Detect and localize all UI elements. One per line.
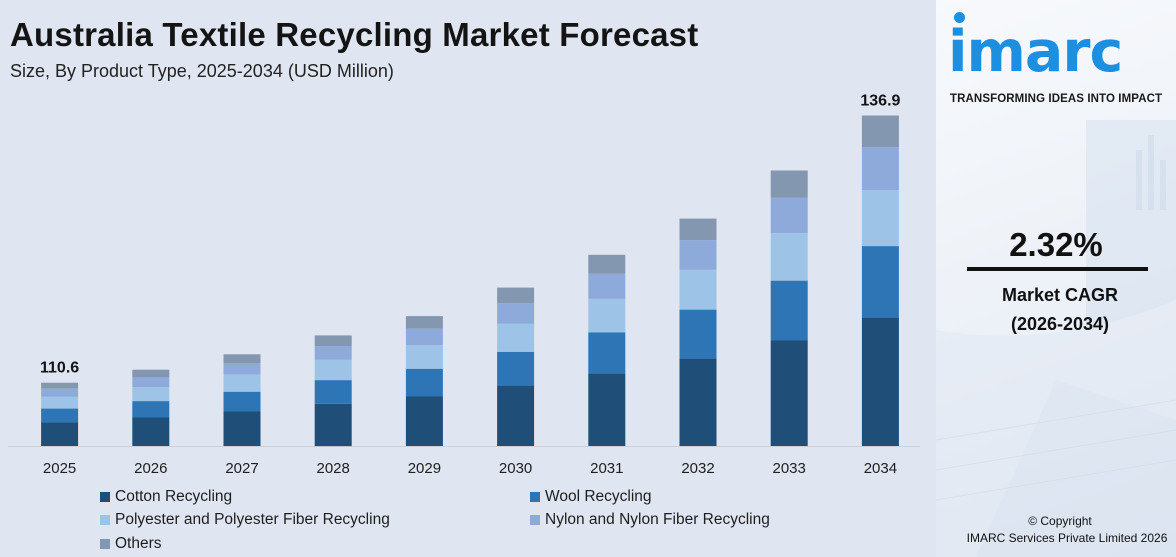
chart-panel: Australia Textile Recycling Market Forec… (0, 0, 936, 557)
bar-2030-series-0 (497, 385, 535, 446)
bar-2030-series-1 (497, 351, 535, 386)
bar-2028-series-3 (314, 346, 352, 360)
bar-2025-series-3 (41, 388, 79, 397)
bar-2029-series-4 (405, 316, 443, 329)
bar-2033-series-2 (770, 233, 808, 281)
x-tick-label: 2029 (408, 460, 441, 477)
bar-2026-series-2 (132, 387, 170, 402)
bar-2027-series-2 (223, 374, 261, 392)
bar-2031-series-3 (588, 273, 626, 299)
bar-2027-series-0 (223, 411, 261, 446)
bar-2031-series-0 (588, 373, 626, 446)
bar-2034-series-0 (861, 317, 899, 446)
bar-2031-series-2 (588, 299, 626, 333)
bar-2026-series-3 (132, 377, 170, 388)
bar-2030-series-2 (497, 323, 535, 352)
bar-2029-series-0 (405, 396, 443, 446)
bar-2029-series-1 (405, 368, 443, 397)
stacked-bar-chart: 2025 110.6 2026 2027 2028 2029 2030 2031 2032 203… (8, 93, 920, 477)
logo-text: imarc (948, 19, 1123, 85)
bar-2031-series-1 (588, 332, 626, 374)
imarc-logo: imarc (946, 10, 1171, 110)
data-label-total: 136.9 (860, 93, 900, 110)
cagr-value: 2.32% (1009, 226, 1103, 263)
bar-2030-series-4 (497, 287, 535, 304)
bar-2025-series-4 (41, 382, 79, 389)
info-panel: imarc TRANSFORMING IDEAS INTO IMPACT 2.3… (936, 0, 1176, 557)
chart-title: Australia Textile Recycling Market Forec… (10, 16, 699, 53)
bar-2033-series-1 (770, 280, 808, 341)
bar-2032-series-4 (679, 218, 717, 241)
bar-2034-series-4 (861, 115, 899, 148)
bar-2032-series-1 (679, 309, 717, 359)
x-tick-label: 2025 (43, 460, 76, 477)
x-tick-label: 2033 (773, 460, 806, 477)
x-tick-label: 2027 (225, 460, 258, 477)
bar-2026-series-0 (132, 417, 170, 446)
bar-2034-series-2 (861, 190, 899, 247)
cagr-divider (967, 267, 1148, 271)
bar-2034-series-1 (861, 246, 899, 318)
bar-2026-series-1 (132, 401, 170, 418)
x-tick-label: 2026 (134, 460, 167, 477)
bar-2027-series-1 (223, 391, 261, 412)
x-tick-label: 2034 (864, 460, 897, 477)
bar-2031-series-4 (588, 254, 626, 274)
bar-2033-series-3 (770, 197, 808, 233)
bar-2025-series-0 (41, 422, 79, 446)
bar-2033-series-4 (770, 170, 808, 198)
bar-2028-series-2 (314, 359, 352, 381)
bar-2025-series-1 (41, 408, 79, 423)
copyright-notice: © Copyright (1028, 514, 1092, 528)
bar-2032-series-2 (679, 269, 717, 310)
bar-2029-series-2 (405, 345, 443, 369)
bar-2028-series-4 (314, 335, 352, 346)
bar-2028-series-0 (314, 403, 352, 447)
data-label-total: 110.6 (40, 360, 79, 377)
bar-2030-series-3 (497, 303, 535, 324)
bar-2033-series-0 (770, 340, 808, 446)
logo-dot-icon (954, 12, 965, 23)
bar-2025-series-2 (41, 396, 79, 409)
bar-2027-series-3 (223, 362, 261, 375)
bar-2029-series-3 (405, 328, 443, 346)
bar-2026-series-4 (132, 369, 170, 378)
x-tick-label: 2028 (317, 460, 350, 477)
bar-2028-series-1 (314, 380, 352, 404)
background-chart-decoration (936, 120, 1176, 557)
chart-subtitle: Size, By Product Type, 2025-2034 (USD Mi… (10, 61, 394, 81)
x-tick-label: 2030 (499, 460, 532, 477)
tagline: TRANSFORMING IDEAS INTO IMPACT (950, 93, 1163, 105)
x-tick-label: 2031 (590, 460, 623, 477)
x-tick-label: 2032 (681, 460, 714, 477)
company-name: IMARC Services Private Limited 2026 (966, 531, 1168, 545)
bar-2034-series-3 (861, 147, 899, 191)
cagr-period: (2026-2034) (1010, 314, 1110, 334)
cagr-label: Market CAGR (1001, 285, 1119, 305)
bar-2032-series-3 (679, 240, 717, 270)
bar-2027-series-4 (223, 354, 261, 363)
bar-2032-series-0 (679, 358, 717, 446)
